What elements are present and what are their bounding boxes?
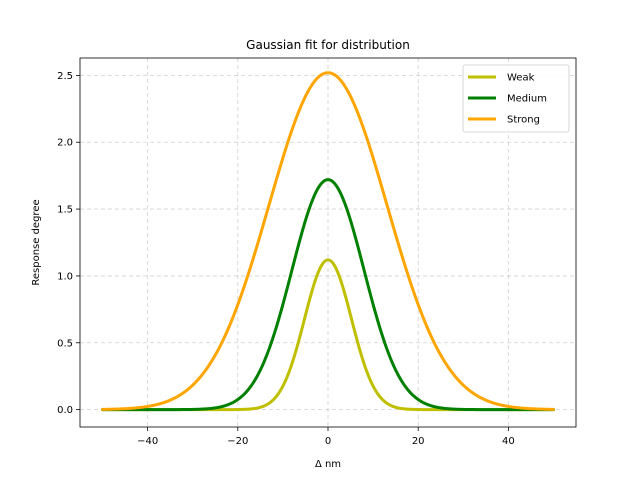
x-tick-label: 0 (325, 436, 331, 447)
y-tick-label: 0.5 (57, 338, 73, 349)
series-line-strong (101, 71, 555, 411)
legend-box (462, 64, 570, 133)
series-line-medium (101, 178, 555, 412)
x-tick-label: −20 (227, 436, 248, 447)
y-tick-label: 2.0 (57, 138, 73, 149)
x-tick-label: 40 (502, 436, 515, 447)
series-lines (101, 71, 555, 412)
legend: Weak Medium Strong (462, 64, 570, 133)
x-tick-label: −40 (137, 436, 158, 447)
y-axis-ticks: 0.0 0.5 1.0 1.5 2.0 2.5 (57, 71, 80, 416)
legend-label-weak: Weak (507, 73, 535, 84)
y-tick-label: 1.5 (57, 205, 73, 216)
x-axis-ticks: −40 −20 0 20 40 (137, 427, 515, 447)
y-tick-label: 0.0 (57, 405, 73, 416)
legend-label-medium: Medium (507, 94, 547, 105)
y-tick-label: 1.0 (57, 271, 73, 282)
chart-title: Gaussian fit for distribution (246, 38, 410, 52)
y-axis-label: Response degree (31, 199, 42, 285)
x-tick-label: 20 (412, 436, 425, 447)
legend-label-strong: Strong (507, 115, 540, 126)
y-tick-label: 2.5 (57, 71, 73, 82)
x-axis-label: Δ nm (315, 459, 341, 470)
